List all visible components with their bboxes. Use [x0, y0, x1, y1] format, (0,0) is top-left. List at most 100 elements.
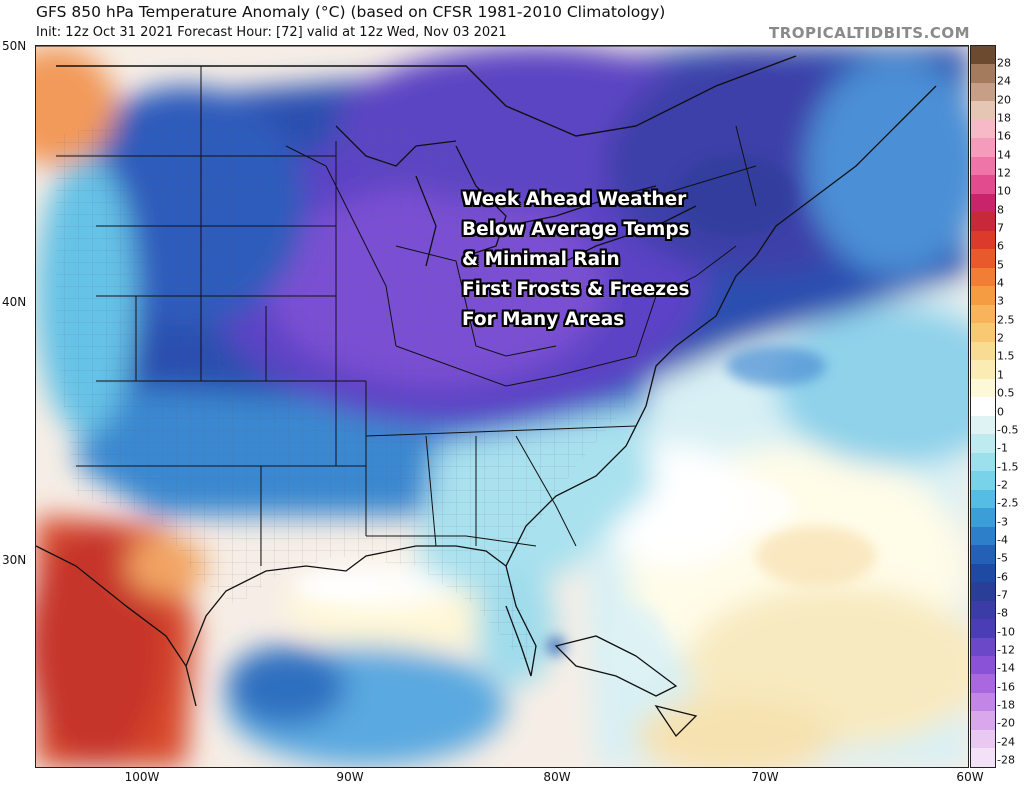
forecast-info: Init: 12z Oct 31 2021 Forecast Hour: [72…: [36, 25, 507, 40]
colorbar-tick-label: 10: [997, 184, 1011, 198]
colorbar-tick-label: 0.5: [997, 386, 1015, 400]
colorbar-tick-label: -0.5: [997, 423, 1019, 437]
colorbar-swatch: [971, 360, 995, 379]
colorbar-swatch: [971, 175, 995, 194]
colorbar-tick-label: -12: [997, 643, 1015, 657]
colorbar-tick-label: 20: [997, 93, 1011, 107]
colorbar-swatch: [971, 267, 995, 287]
coastlines: [36, 85, 937, 738]
lon-label-100w: 100W: [124, 770, 160, 784]
map-canvas: [36, 46, 968, 767]
colorbar-tick-label: -2.5: [997, 496, 1019, 510]
colorbar-swatch: [971, 563, 995, 583]
colorbar-swatch: [971, 46, 995, 65]
overlay-line-3: & Minimal Rain: [462, 249, 620, 270]
colorbar-tick-label: 1: [997, 368, 1004, 382]
overlay-line-1: Week Ahead Weather: [462, 189, 687, 210]
map-title: GFS 850 hPa Temperature Anomaly (°C) (ba…: [36, 3, 666, 21]
forecast-text-overlay: Week Ahead Weather Below Average Temps &…: [462, 185, 690, 335]
lon-label-80w: 80W: [543, 770, 571, 784]
colorbar-swatch: [971, 101, 995, 120]
colorbar-swatch: [971, 415, 995, 435]
colorbar-swatch: [971, 711, 995, 730]
colorbar-swatch: [971, 619, 995, 638]
country-border: [56, 55, 797, 137]
overlay-line-5: For Many Areas: [462, 309, 625, 330]
colorbar-swatch: [971, 82, 995, 102]
colorbar-tick-label: -1.5: [997, 460, 1019, 474]
anomaly-map: [35, 45, 969, 768]
anomaly-detail: [296, 156, 876, 686]
colorbar-swatch: [971, 637, 995, 656]
colorbar-swatch: [971, 692, 995, 712]
county-grid: [56, 106, 656, 666]
colorbar-swatch: [971, 304, 995, 324]
colorbar-swatch: [971, 286, 995, 305]
colorbar-tick-label: 0: [997, 405, 1004, 418]
colorbar-swatch: [971, 119, 995, 139]
colorbar-swatch: [971, 655, 995, 675]
colorbar-tick-label: 14: [997, 148, 1011, 162]
colorbar-tick-label: -18: [997, 698, 1015, 712]
colorbar-tick-label: -20: [997, 716, 1015, 730]
colorbar-tick-label: 2.5: [997, 313, 1015, 327]
colorbar-swatch: [971, 323, 995, 342]
colorbar-tick-label: 6: [997, 239, 1004, 253]
colorbar-tick-label: -7: [997, 588, 1008, 602]
colorbar-swatch: [971, 545, 995, 564]
state-borders: [36, 46, 968, 566]
colorbar-tick-label: -2: [997, 478, 1008, 492]
colorbar-swatch: [971, 729, 995, 749]
colorbar-tick-label: 8: [997, 203, 1004, 217]
colorbar-swatch: [971, 434, 995, 453]
colorbar-swatch: [971, 341, 995, 361]
colorbar-tick-label: 12: [997, 166, 1011, 180]
colorbar-swatch: [971, 508, 995, 527]
colorbar-tick-label: -5: [997, 551, 1008, 565]
colorbar-swatch: [971, 600, 995, 620]
colorbar-tick-label: 16: [997, 129, 1011, 143]
colorbar-tick-label: 7: [997, 221, 1004, 235]
colorbar-tick-label: -8: [997, 606, 1008, 620]
colorbar-tick-label: 2: [997, 331, 1004, 345]
overlay-line-2: Below Average Temps: [462, 219, 690, 240]
lon-label-60w: 60W: [956, 770, 984, 784]
colorbar-tick-label: -3: [997, 515, 1008, 529]
colorbar-tick-label: -6: [997, 570, 1008, 584]
colorbar-swatch: [971, 249, 995, 268]
colorbar-tick-label: -4: [997, 533, 1008, 547]
colorbar-tick-label: -16: [997, 680, 1015, 694]
overlay-line-4: First Frosts & Freezes: [462, 279, 690, 300]
colorbar-swatch: [971, 64, 995, 83]
colorbar-swatch: [971, 748, 995, 767]
colorbar-swatch: [971, 230, 995, 250]
colorbar-tick-label: 3: [997, 294, 1004, 308]
colorbar-swatch: [971, 397, 995, 416]
colorbar-tick-label: 24: [997, 74, 1011, 88]
colorbar: [970, 45, 996, 768]
colorbar-tick-label: 4: [997, 276, 1004, 290]
lon-label-70w: 70W: [751, 770, 779, 784]
colorbar-swatch: [971, 582, 995, 601]
colorbar-swatch: [971, 452, 995, 472]
colorbar-tick-label: -24: [997, 735, 1015, 749]
colorbar-tick-label: 28: [997, 56, 1011, 70]
colorbar-tick-label: -14: [997, 661, 1015, 675]
colorbar-swatch: [971, 674, 995, 693]
colorbar-swatch: [971, 212, 995, 231]
colorbar-swatch: [971, 489, 995, 509]
colorbar-swatch: [971, 378, 995, 398]
colorbar-tick-label: 18: [997, 111, 1011, 125]
colorbar-swatch: [971, 471, 995, 490]
colorbar-tick-label: 5: [997, 258, 1004, 272]
colorbar-swatch: [971, 138, 995, 157]
colorbar-swatch: [971, 156, 995, 176]
lat-label-50n: 50N: [2, 39, 27, 53]
lon-label-90w: 90W: [336, 770, 364, 784]
colorbar-tick-label: -28: [997, 753, 1015, 767]
lat-label-40n: 40N: [2, 295, 27, 309]
brand-watermark: TROPICALTIDBITS.COM: [769, 24, 970, 42]
colorbar-tick-label: -10: [997, 625, 1015, 639]
lat-label-30n: 30N: [2, 553, 27, 567]
colorbar-tick-label: -1: [997, 441, 1008, 455]
